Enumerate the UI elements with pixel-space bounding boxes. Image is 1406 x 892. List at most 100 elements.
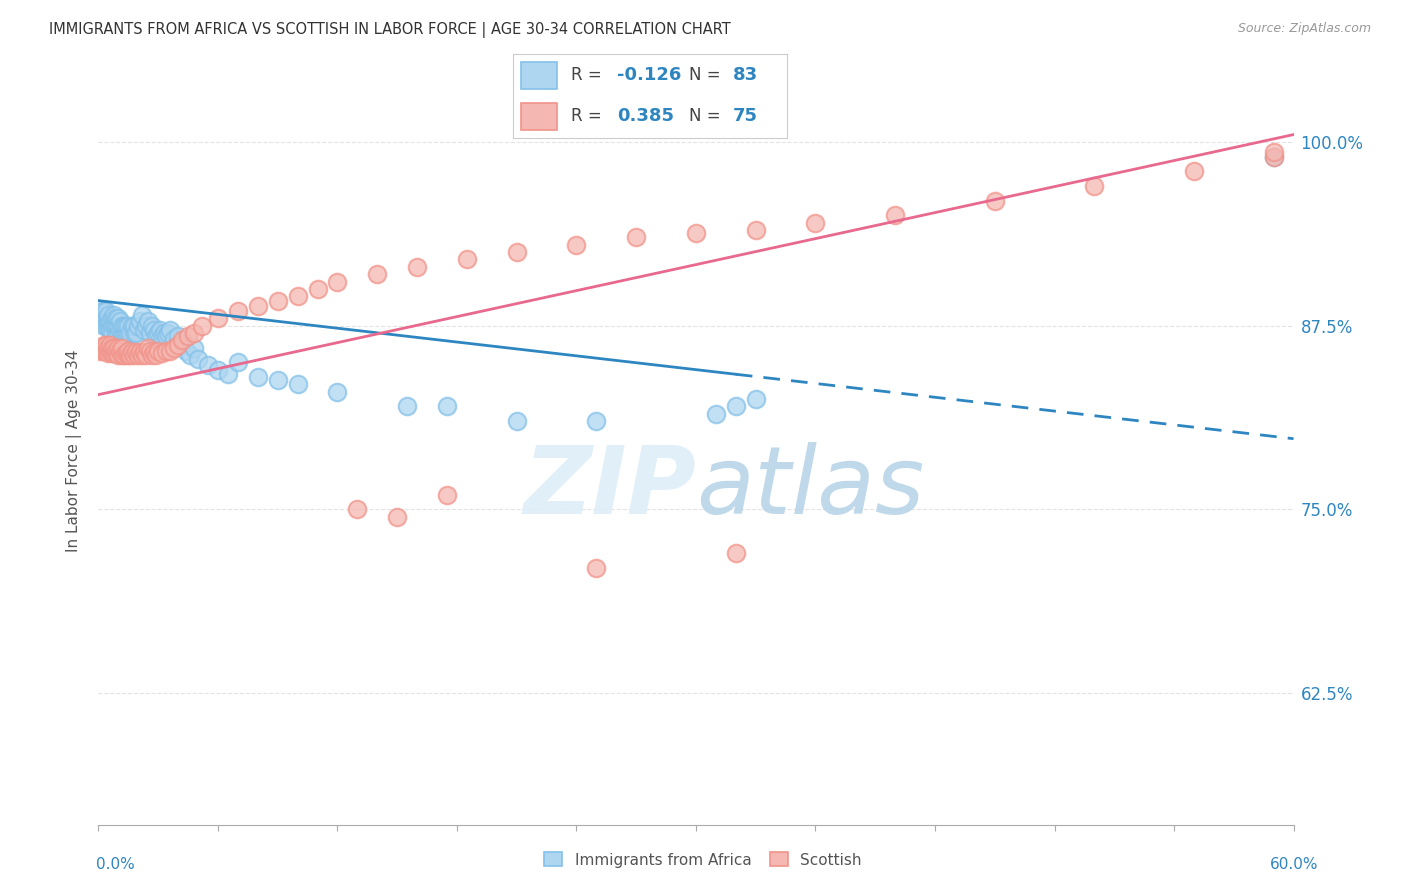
- Point: [124, 326, 146, 340]
- Point: [89, 311, 111, 326]
- Point: [112, 318, 135, 333]
- Point: [153, 326, 176, 340]
- Point: [163, 332, 186, 346]
- Point: [107, 348, 129, 362]
- Point: [127, 348, 149, 362]
- Point: [136, 314, 159, 328]
- Point: [804, 216, 827, 230]
- Point: [167, 337, 190, 351]
- Text: 83: 83: [733, 66, 758, 84]
- Point: [179, 348, 201, 362]
- Point: [287, 289, 309, 303]
- Point: [385, 509, 409, 524]
- Point: [125, 326, 148, 340]
- Point: [157, 326, 180, 340]
- Point: [105, 343, 128, 358]
- Text: N =: N =: [689, 107, 725, 125]
- Point: [139, 343, 162, 358]
- Point: [1083, 179, 1105, 194]
- Point: [145, 348, 167, 362]
- Point: [207, 362, 229, 376]
- Point: [110, 314, 132, 328]
- Point: [97, 308, 120, 322]
- Point: [97, 318, 120, 333]
- Text: 0.385: 0.385: [617, 107, 675, 125]
- Text: IMMIGRANTS FROM AFRICA VS SCOTTISH IN LABOR FORCE | AGE 30-34 CORRELATION CHART: IMMIGRANTS FROM AFRICA VS SCOTTISH IN LA…: [49, 22, 731, 38]
- Text: N =: N =: [689, 66, 725, 84]
- Point: [307, 282, 329, 296]
- Point: [267, 293, 290, 308]
- Point: [124, 318, 146, 333]
- Point: [396, 400, 419, 414]
- Point: [141, 348, 163, 362]
- Text: R =: R =: [571, 107, 607, 125]
- Point: [326, 275, 349, 289]
- Point: [135, 348, 157, 362]
- Point: [141, 318, 163, 333]
- Point: [163, 341, 186, 355]
- Point: [101, 341, 124, 355]
- Point: [506, 414, 529, 428]
- Point: [91, 304, 114, 318]
- Point: [159, 323, 181, 337]
- Point: [97, 314, 120, 328]
- Point: [98, 314, 122, 328]
- Point: [98, 337, 122, 351]
- Point: [105, 326, 128, 340]
- Point: [745, 223, 768, 237]
- Point: [129, 314, 152, 328]
- Point: [134, 323, 156, 337]
- Point: [177, 329, 200, 343]
- Point: [103, 314, 125, 328]
- Point: [984, 194, 1007, 208]
- Point: [98, 343, 122, 358]
- Point: [685, 226, 707, 240]
- Point: [159, 343, 181, 358]
- Point: [148, 343, 170, 358]
- Point: [1263, 150, 1285, 164]
- Point: [105, 311, 128, 326]
- Point: [150, 346, 173, 360]
- Point: [148, 326, 170, 340]
- Point: [346, 502, 368, 516]
- Point: [111, 326, 134, 340]
- Point: [217, 367, 239, 381]
- Point: [125, 345, 148, 359]
- Point: [135, 318, 157, 333]
- Point: [1263, 145, 1285, 160]
- Point: [406, 260, 429, 274]
- Point: [107, 311, 129, 326]
- Point: [1182, 164, 1205, 178]
- Point: [93, 343, 115, 358]
- Point: [745, 392, 768, 406]
- Point: [246, 370, 269, 384]
- Text: atlas: atlas: [696, 442, 924, 533]
- Point: [167, 329, 190, 343]
- Point: [143, 323, 166, 337]
- Point: [197, 358, 219, 372]
- Point: [111, 318, 134, 333]
- Point: [91, 311, 114, 326]
- Point: [183, 341, 205, 355]
- Point: [101, 318, 124, 333]
- Legend: Immigrants from Africa, Scottish: Immigrants from Africa, Scottish: [538, 847, 868, 873]
- Point: [226, 355, 249, 369]
- Point: [124, 348, 146, 362]
- Point: [98, 323, 122, 337]
- Point: [101, 326, 124, 340]
- Point: [143, 345, 166, 359]
- Point: [89, 343, 111, 358]
- Point: [131, 308, 153, 322]
- Text: Source: ZipAtlas.com: Source: ZipAtlas.com: [1237, 22, 1371, 36]
- Text: R =: R =: [571, 66, 607, 84]
- Point: [103, 308, 125, 322]
- Point: [97, 341, 120, 355]
- Point: [174, 343, 197, 358]
- Point: [246, 300, 269, 314]
- FancyBboxPatch shape: [522, 103, 557, 130]
- Point: [97, 346, 120, 360]
- Point: [110, 323, 132, 337]
- Point: [98, 318, 122, 333]
- Point: [565, 237, 588, 252]
- Point: [103, 341, 125, 355]
